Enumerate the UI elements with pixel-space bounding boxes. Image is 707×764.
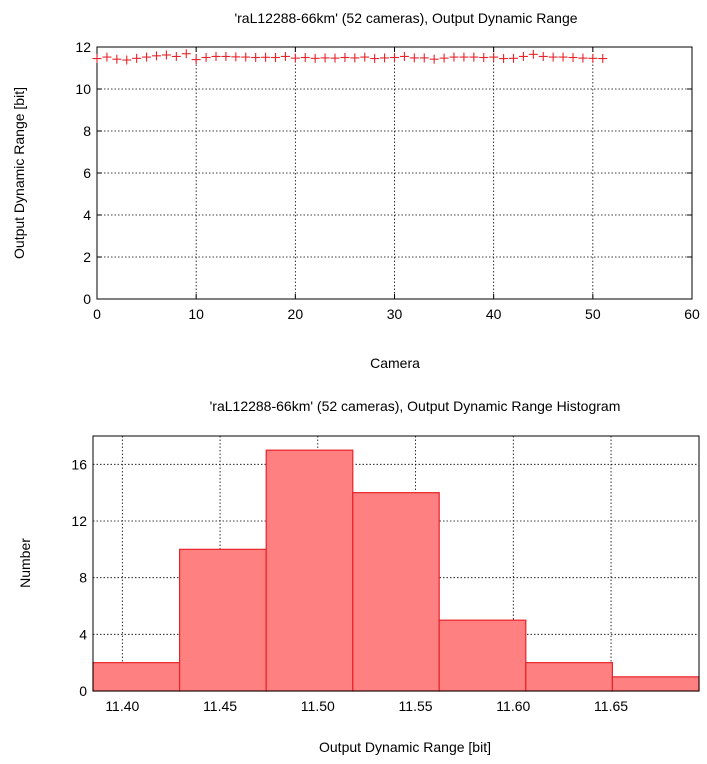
scatter-point (558, 52, 568, 62)
scatter-ylabel: Output Dynamic Range [bit] (11, 87, 27, 259)
histogram-x-tick-label: 11.45 (203, 698, 237, 714)
scatter-point (221, 51, 231, 61)
scatter-x-tick-label: 10 (188, 306, 204, 322)
scatter-point (399, 51, 409, 61)
scatter-y-tick-label: 0 (83, 291, 91, 307)
scatter-point (340, 53, 350, 62)
scatter-point (370, 54, 380, 64)
scatter-point (528, 49, 538, 59)
scatter-point (489, 52, 499, 62)
scatter-chart: 'raL12288-66km' (52 cameras), Output Dyn… (11, 10, 700, 371)
scatter-point (538, 51, 548, 61)
scatter-x-tick-label: 0 (93, 306, 101, 322)
scatter-point (300, 53, 310, 62)
scatter-point (201, 53, 211, 62)
histogram-x-tick-label: 11.60 (496, 698, 530, 714)
scatter-x-tick-label: 20 (288, 306, 304, 322)
histogram-tick-labels: 11.40 11.45 11.50 11.55 11.60 11.65 0 4 8 12 16 (71, 456, 628, 714)
scatter-point (191, 55, 201, 65)
scatter-series (92, 49, 608, 65)
scatter-point (459, 52, 469, 62)
scatter-x-tick-label: 40 (486, 306, 502, 322)
scatter-point (181, 49, 191, 59)
scatter-y-tick-label: 4 (83, 207, 91, 223)
scatter-point (142, 52, 152, 62)
histogram-bar (438, 619, 527, 692)
scatter-point (171, 51, 181, 61)
scatter-point (231, 52, 241, 62)
histogram-y-tick-label: 0 (79, 683, 87, 699)
scatter-point (479, 53, 489, 62)
scatter-point (102, 52, 112, 62)
histogram-bar (265, 449, 354, 692)
histogram-x-tick-label: 11.40 (105, 698, 139, 714)
scatter-point (449, 52, 459, 62)
scatter-point (310, 53, 320, 63)
scatter-point (360, 52, 370, 62)
scatter-gridlines (96, 46, 693, 300)
histogram-bars (92, 449, 700, 692)
histogram-x-tick-label: 11.50 (301, 698, 335, 714)
scatter-title: 'raL12288-66km' (52 cameras), Output Dyn… (234, 10, 577, 26)
scatter-point (409, 53, 419, 63)
histogram-bar (611, 676, 700, 692)
scatter-point (112, 54, 122, 64)
scatter-point (439, 53, 449, 63)
scatter-point (330, 53, 340, 63)
scatter-point (280, 51, 290, 61)
scatter-point (419, 53, 429, 63)
scatter-point (211, 51, 221, 61)
histogram-y-tick-label: 12 (71, 513, 87, 529)
histogram-xlabel: Output Dynamic Range [bit] (319, 739, 491, 755)
scatter-x-tick-label: 30 (387, 306, 403, 322)
scatter-point (598, 54, 608, 64)
scatter-point (548, 52, 558, 62)
scatter-point (499, 54, 509, 64)
scatter-tick-labels: 0 10 20 30 40 50 60 0 2 4 6 8 10 12 (75, 39, 700, 322)
histogram-x-tick-label: 11.55 (399, 698, 433, 714)
scatter-y-tick-label: 2 (83, 249, 91, 265)
scatter-point (290, 53, 300, 63)
histogram-y-tick-label: 8 (79, 570, 87, 586)
scatter-point (261, 52, 271, 62)
scatter-point (350, 53, 360, 63)
scatter-point (380, 53, 390, 63)
scatter-point (122, 55, 132, 65)
scatter-y-tick-label: 10 (75, 81, 91, 97)
histogram-y-tick-label: 16 (71, 456, 87, 472)
scatter-point (578, 53, 588, 63)
histogram-title: 'raL12288-66km' (52 cameras), Output Dyn… (210, 398, 621, 414)
scatter-point (509, 53, 518, 63)
scatter-point (161, 50, 171, 60)
scatter-point (429, 54, 439, 64)
scatter-x-tick-label: 50 (585, 306, 601, 322)
histogram-y-tick-label: 4 (79, 626, 87, 642)
scatter-point (241, 52, 251, 62)
histogram-bar (352, 492, 440, 692)
scatter-y-tick-label: 8 (83, 123, 91, 139)
histogram-bar (178, 548, 267, 692)
histogram-ylabel: Number (17, 538, 33, 588)
scatter-y-tick-label: 12 (75, 39, 91, 55)
scatter-x-tick-label: 60 (684, 306, 700, 322)
scatter-point (251, 53, 261, 62)
histogram-plot-area (92, 435, 700, 692)
scatter-xlabel: Camera (370, 355, 420, 371)
scatter-point (518, 51, 528, 61)
scatter-point (588, 53, 598, 63)
histogram-bar (92, 662, 181, 692)
scatter-point (152, 51, 161, 61)
scatter-point (568, 53, 578, 62)
scatter-point (320, 53, 330, 63)
histogram-chart: 'raL12288-66km' (52 cameras), Output Dyn… (17, 398, 700, 755)
scatter-y-tick-label: 6 (83, 165, 91, 181)
scatter-point (390, 53, 399, 62)
scatter-point (92, 54, 102, 64)
scatter-point (271, 53, 280, 62)
scatter-point (132, 53, 142, 63)
histogram-x-tick-label: 11.65 (594, 698, 628, 714)
scatter-point (469, 52, 479, 62)
histogram-bar (525, 662, 614, 692)
